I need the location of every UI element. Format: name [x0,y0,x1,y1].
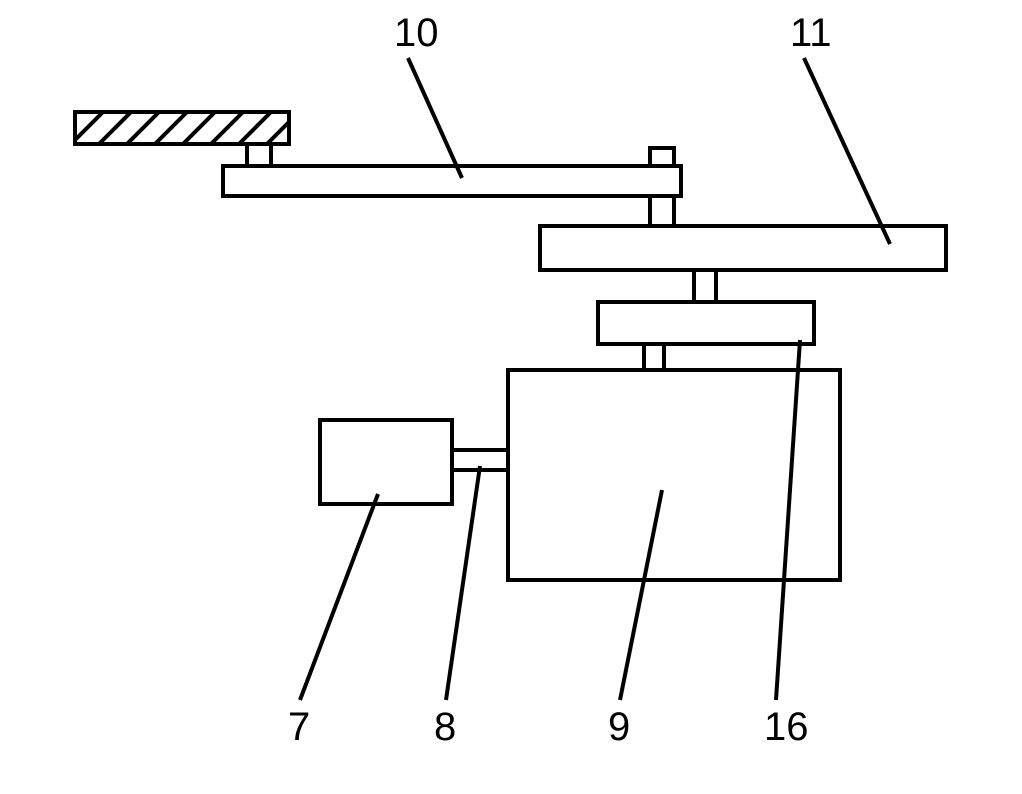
label-11: 11 [790,11,832,55]
hatched-peg [247,144,271,166]
label-9: 9 [608,705,630,749]
hatched-support [75,112,289,144]
diagram-canvas: 7 8 9 10 11 16 [0,0,1022,794]
peg-11-16 [694,270,716,302]
leader-11 [804,58,890,244]
peg-16-9 [644,344,664,370]
label-16: 16 [764,705,809,749]
bar-10 [223,166,681,196]
label-8: 8 [434,705,456,749]
label-7: 7 [288,705,310,749]
leader-7 [300,494,378,700]
block-7 [320,420,452,504]
label-10: 10 [394,11,439,55]
leader-10 [408,58,462,178]
block-16 [598,302,814,344]
